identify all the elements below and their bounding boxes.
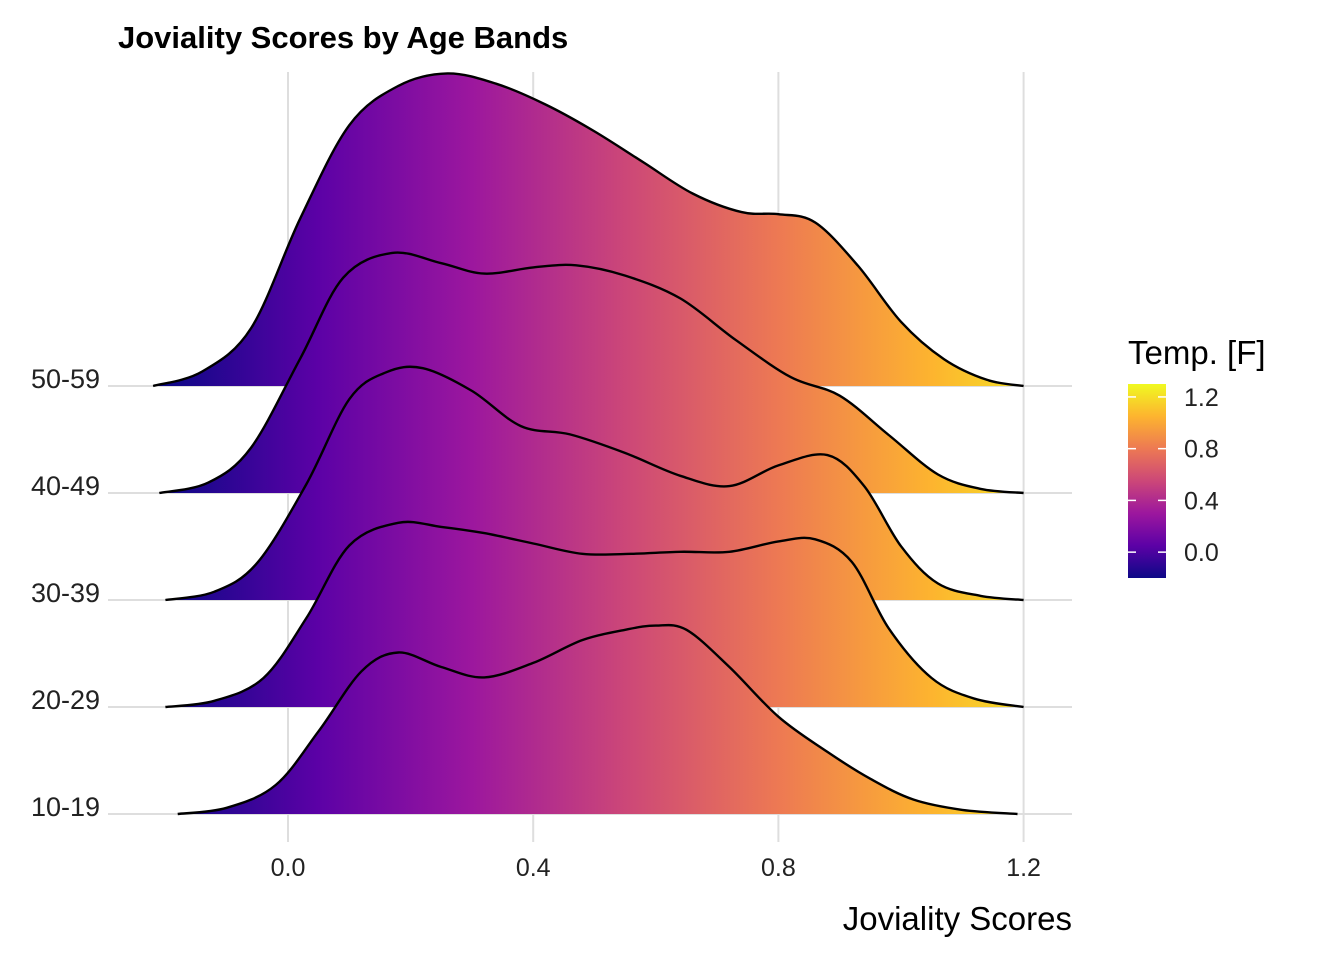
ridge-line-10-19 [177, 623, 1018, 816]
ridge-line-40-49 [159, 251, 1024, 495]
legend-colorbar [1128, 384, 1166, 578]
y-tick-label: 20-29 [31, 685, 100, 715]
y-tick-label: 30-39 [31, 578, 100, 608]
y-axis-ticks: 10-19 20-29 30-39 40-49 50-59 [31, 364, 100, 822]
legend-tick-label: 0.0 [1184, 539, 1219, 567]
x-axis-ticks: 0.0 0.4 0.8 1.2 [271, 854, 1041, 882]
x-tick-label: 0.8 [761, 854, 796, 882]
legend-tick-label: 0.4 [1184, 487, 1219, 515]
y-tick-label: 10-19 [31, 792, 100, 822]
ridge-line-20-29 [165, 520, 1024, 709]
ridge-line-30-39 [165, 365, 1024, 602]
x-tick-label: 1.2 [1006, 854, 1041, 882]
x-tick-label: 0.0 [271, 854, 306, 882]
legend-tick-label: 0.8 [1184, 436, 1219, 464]
ridge-fill-10-19 [177, 625, 1018, 814]
ridge-line-50-59 [152, 72, 1024, 388]
ridges [152, 72, 1024, 816]
legend-tick-label: 1.2 [1184, 384, 1219, 412]
legend-title: Temp. [F] [1128, 334, 1266, 371]
y-tick-label: 40-49 [31, 471, 100, 501]
chart-title: Joviality Scores by Age Bands [118, 20, 568, 55]
y-tick-label: 50-59 [31, 364, 100, 394]
x-axis-label: Joviality Scores [843, 900, 1072, 937]
ridge-10-19 [177, 623, 1018, 816]
x-tick-label: 0.4 [516, 854, 551, 882]
legend: Temp. [F] 0.0 0.4 0.8 1.2 [1128, 334, 1266, 578]
